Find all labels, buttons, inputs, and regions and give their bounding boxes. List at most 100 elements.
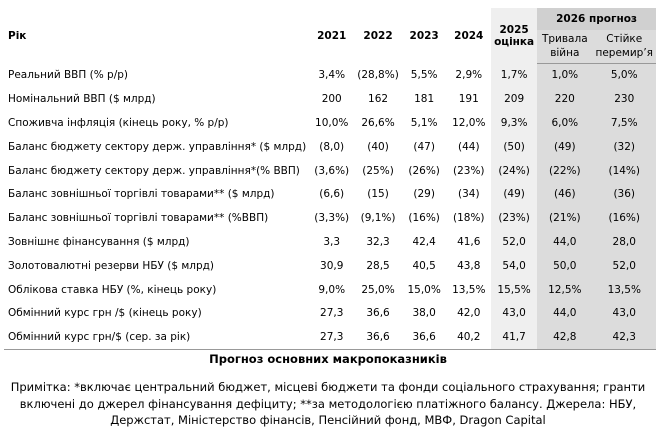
cell-value: 30,9 xyxy=(320,259,344,272)
forecast-header: 2026 прогноз xyxy=(537,8,656,30)
cell-value: 162 xyxy=(368,93,389,106)
cell-value: (47) xyxy=(413,140,435,153)
cell-value: 5,0% xyxy=(592,63,656,88)
cell-value: 50,0 xyxy=(537,253,593,278)
year: 2021 xyxy=(317,29,347,42)
cell-value: (36) xyxy=(592,182,656,207)
cell-value: 6,0% xyxy=(537,111,593,135)
table-row: Баланс бюджету сектору держ. управління*… xyxy=(4,158,656,183)
table-row: Споживча інфляція (кінець року, % р/р) 10… xyxy=(4,111,656,135)
table-row: Реальний ВВП (% р/р) 3,4% (28,8%) 5,5% 2,9% 1… xyxy=(4,63,656,88)
year: 2022 xyxy=(363,29,393,42)
cell-value: 42,8 xyxy=(537,325,593,351)
cell-value: 41,7 xyxy=(491,325,538,351)
cell-value: 10,0% xyxy=(315,116,349,129)
scenario: Тривала війна xyxy=(537,30,593,64)
cell-value: 200 xyxy=(321,93,342,106)
cell-value: 27,3 xyxy=(320,307,344,320)
cell-value: 5,5% xyxy=(410,69,438,82)
cell-value: 36,6 xyxy=(366,307,390,320)
cell-value: 181 xyxy=(414,93,435,106)
estimate-label: оцінка xyxy=(494,35,535,48)
cell-value: 32,3 xyxy=(366,235,390,248)
cell-value: (50) xyxy=(491,134,538,159)
cell-value: 44,0 xyxy=(537,230,593,254)
cell-value: 1,7% xyxy=(491,63,538,88)
cell-value: 9,0% xyxy=(318,283,346,296)
cell-value: 3,3 xyxy=(323,235,341,248)
cell-value: (28,8%) xyxy=(357,69,399,82)
cell-value: 209 xyxy=(491,87,538,112)
cell-value: (3,3%) xyxy=(314,212,350,225)
cell-value: 7,5% xyxy=(592,111,656,135)
cell-value: (32) xyxy=(592,134,656,159)
table-row: Обмінний курс грн/$ (сер. за рік) 27,3 36,… xyxy=(4,325,656,351)
cell-value: 28,0 xyxy=(592,230,656,254)
cell-value: (23%) xyxy=(491,206,538,231)
cell-value: 40,5 xyxy=(412,259,436,272)
cell-value: 36,6 xyxy=(354,325,402,351)
cell-value: 41,6 xyxy=(457,235,481,248)
cell-value: 220 xyxy=(537,87,593,112)
cell-value: (40) xyxy=(367,140,389,153)
cell-value: (49) xyxy=(537,134,593,159)
row-label: Номінальний ВВП ($ млрд) xyxy=(8,93,156,106)
cell-value: (16%) xyxy=(592,206,656,231)
row-label: Споживча інфляція (кінець року, % р/р) xyxy=(8,116,229,129)
row-label: Реальний ВВП (% р/р) xyxy=(8,69,128,82)
cell-value: 15,0% xyxy=(407,283,441,296)
cell-value: 28,5 xyxy=(366,259,390,272)
cell-value: 43,8 xyxy=(457,259,481,272)
cell-value: (26%) xyxy=(408,164,440,177)
table-row: Облікова ставка НБУ (%, кінець року) 9,0%… xyxy=(4,277,656,302)
row-label: Баланс зовнішньої торгівлі товарами** ($… xyxy=(8,188,275,201)
year: 2025 xyxy=(499,23,529,36)
cell-value: 42,0 xyxy=(457,307,481,320)
cell-value: (21%) xyxy=(537,206,593,231)
cell-value: (9,1%) xyxy=(360,212,396,225)
table-row: Баланс бюджету сектору держ. управління*… xyxy=(4,134,656,159)
caption: Прогноз основних макропоказників xyxy=(209,352,447,366)
cell-value: 191 xyxy=(458,93,479,106)
cell-value: (15) xyxy=(367,188,389,201)
cell-value: 43,0 xyxy=(592,301,656,326)
cell-value: 44,0 xyxy=(537,301,593,326)
cell-value: (49) xyxy=(491,182,538,207)
macro-table: Рік 2021 2022 2023 2024 2025 оцінка 2026 … xyxy=(4,8,656,351)
cell-value: (29) xyxy=(413,188,435,201)
cell-value: (16%) xyxy=(408,212,440,225)
table-row: Номінальний ВВП ($ млрд) 200 162 181 191 209 2… xyxy=(4,87,656,112)
row-label: Зовнішнє фінансування ($ млрд) xyxy=(8,235,190,248)
cell-value: 9,3% xyxy=(491,111,538,135)
row-label: Баланс бюджету сектору держ. управління*… xyxy=(8,164,300,177)
table-body: Реальний ВВП (% р/р) 3,4% (28,8%) 5,5% 2,9% 1… xyxy=(4,63,656,351)
table-row: Золотовалютні резерви НБУ ($ млрд) 30,9 28… xyxy=(4,253,656,278)
row-label: Обмінний курс грн/$ (сер. за рік) xyxy=(4,325,310,351)
estimate-header: 2025 оцінка xyxy=(491,8,538,63)
note: Примітка: *включає центральний бюджет, м… xyxy=(10,380,646,427)
cell-value: 13,5% xyxy=(452,283,486,296)
cell-value: 25,0% xyxy=(361,283,395,296)
cell-value: (24%) xyxy=(491,158,538,183)
cell-value: (25%) xyxy=(362,164,394,177)
cell-value: (3,6%) xyxy=(314,164,350,177)
cell-value: 12,0% xyxy=(452,116,486,129)
row-label: Облікова ставка НБУ (%, кінець року) xyxy=(8,283,217,296)
cell-value: (34) xyxy=(457,188,480,201)
row-label: Баланс бюджету сектору держ. управління*… xyxy=(8,140,307,153)
cell-value: (14%) xyxy=(592,158,656,183)
cell-value: 2,9% xyxy=(455,69,483,82)
row-label: Баланс зовнішньої торгівлі товарами** (%… xyxy=(8,212,269,225)
table-row: Зовнішнє фінансування ($ млрд) 3,3 32,3 42,… xyxy=(4,230,656,254)
cell-value: (46) xyxy=(537,182,593,207)
cell-value: 52,0 xyxy=(491,230,538,254)
cell-value: 42,3 xyxy=(592,325,656,351)
cell-value: (18%) xyxy=(453,212,485,225)
cell-value: (23%) xyxy=(453,164,485,177)
cell-value: (8,0) xyxy=(319,140,345,153)
cell-value: 52,0 xyxy=(592,253,656,278)
cell-value: 43,0 xyxy=(491,301,538,326)
cell-value: 13,5% xyxy=(592,277,656,302)
cell-value: 38,0 xyxy=(412,307,436,320)
cell-value: 230 xyxy=(592,87,656,112)
